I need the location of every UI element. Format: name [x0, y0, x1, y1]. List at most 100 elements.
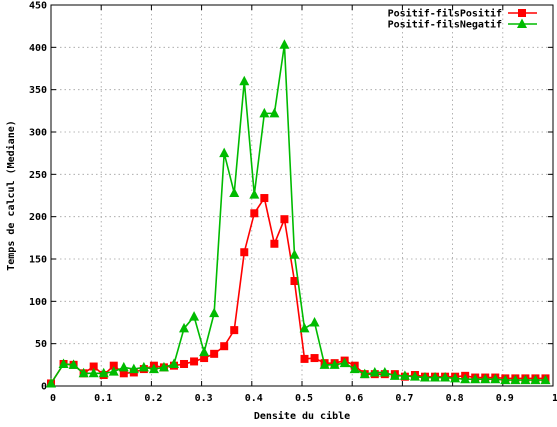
y-tick-label: 350 — [29, 85, 47, 96]
data-point — [310, 354, 319, 363]
data-point — [440, 372, 451, 382]
y-tick-label: 100 — [29, 297, 47, 308]
data-point — [540, 374, 551, 385]
y-axis-label: Temps de calcul (Mediane) — [5, 120, 17, 271]
data-point — [359, 368, 370, 379]
data-point — [510, 374, 521, 385]
data-point — [300, 354, 309, 363]
x-tick-label: 0.6 — [345, 393, 363, 404]
x-tick-label: 0.8 — [446, 393, 464, 404]
data-point — [68, 359, 79, 369]
data-point — [280, 215, 289, 224]
data-point — [180, 359, 189, 368]
data-point — [409, 371, 420, 381]
data-point — [450, 372, 461, 383]
data-point — [260, 194, 269, 203]
data-point — [239, 75, 250, 86]
data-point — [289, 249, 300, 259]
data-point — [299, 322, 310, 333]
y-tick-label: 400 — [29, 43, 47, 54]
data-point — [189, 311, 200, 321]
y-tick-label: 50 — [35, 339, 47, 350]
data-point — [389, 370, 400, 380]
data-point — [269, 107, 280, 118]
data-point — [349, 363, 360, 374]
data-point — [128, 363, 139, 374]
y-tick-label: 450 — [29, 1, 47, 12]
legend-label: Positif-filsPositif — [388, 8, 502, 20]
x-tick-label: 1 — [552, 393, 557, 404]
legend-label: Positif-filsNegatif — [388, 19, 502, 31]
data-point — [168, 358, 179, 368]
data-point — [250, 209, 259, 218]
data-point — [230, 326, 239, 335]
x-axis-label: Densite du cible — [254, 410, 350, 422]
data-point — [58, 358, 69, 368]
series-Positif-filsPositif — [47, 194, 550, 388]
data-point — [419, 372, 430, 382]
x-tick-label: 0.1 — [94, 393, 112, 404]
data-point — [98, 367, 109, 378]
data-point — [290, 277, 299, 286]
legend-swatch-marker — [518, 9, 526, 17]
data-point — [158, 361, 169, 372]
data-point — [138, 361, 149, 372]
series-Positif-filsNegatif — [46, 39, 551, 388]
data-point — [88, 367, 99, 378]
data-point — [118, 361, 129, 372]
series-line — [50, 196, 546, 384]
data-point — [219, 147, 230, 158]
data-point — [369, 366, 380, 377]
data-point — [500, 374, 511, 385]
data-point — [148, 363, 159, 374]
data-point — [119, 369, 128, 378]
data-point — [179, 322, 190, 333]
data-point — [220, 342, 229, 351]
data-point — [480, 373, 491, 384]
y-tick-label: 0 — [41, 382, 47, 393]
data-point — [279, 39, 290, 49]
x-tick-label: 0.7 — [395, 393, 413, 404]
data-point — [520, 374, 531, 385]
data-point — [199, 346, 210, 357]
data-point — [209, 307, 220, 318]
x-tick-label: 0.2 — [144, 393, 162, 404]
data-point — [89, 362, 98, 371]
x-tick-label: 0 — [50, 393, 56, 404]
data-point — [200, 354, 209, 363]
y-tick-label: 300 — [29, 128, 47, 139]
series-line — [50, 44, 546, 384]
data-point — [339, 357, 350, 368]
ticks: 0 0.1 0.2 0.3 0.4 0.5 0.6 0.7 0.8 0.9 1 0 50 100 150 20… — [29, 1, 557, 405]
data-point — [309, 317, 320, 327]
data-point — [490, 373, 501, 384]
data-point — [249, 189, 260, 199]
data-point — [530, 374, 541, 385]
series-layer — [46, 39, 551, 388]
legend-swatch-marker — [517, 18, 527, 28]
data-point — [46, 377, 56, 388]
y-tick-label: 150 — [29, 255, 47, 266]
x-tick-label: 0.9 — [496, 393, 514, 404]
y-tick-label: 200 — [29, 212, 47, 223]
data-point — [270, 239, 279, 248]
data-point — [259, 107, 270, 118]
data-point — [460, 373, 471, 384]
data-point — [109, 361, 118, 370]
data-point — [430, 372, 441, 382]
data-point — [108, 366, 119, 376]
x-tick-label: 0.5 — [295, 393, 313, 404]
data-point — [470, 373, 481, 384]
data-point — [210, 349, 219, 358]
y-tick-label: 250 — [29, 170, 47, 181]
x-tick-label: 0.4 — [245, 393, 263, 404]
data-point — [240, 248, 249, 257]
data-point — [190, 357, 199, 366]
data-point — [78, 367, 89, 378]
data-point — [319, 359, 330, 369]
x-tick-label: 0.3 — [195, 393, 213, 404]
data-point — [379, 366, 390, 377]
data-point — [399, 370, 410, 380]
